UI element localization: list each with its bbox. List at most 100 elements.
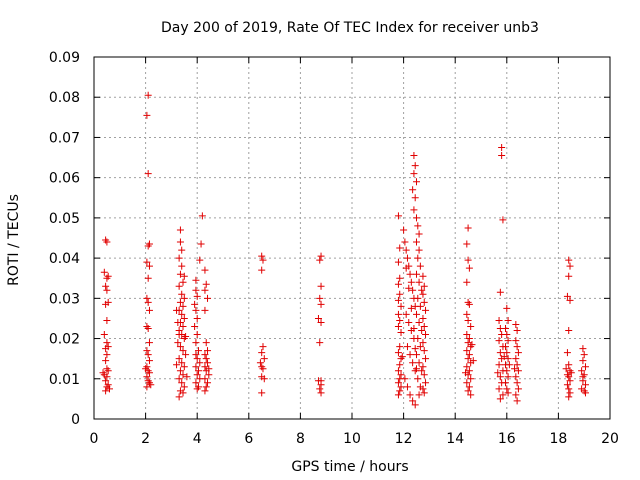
data-point: [495, 361, 503, 369]
data-point: [566, 296, 574, 304]
data-point: [419, 363, 427, 371]
data-point: [513, 379, 521, 387]
data-point: [411, 345, 419, 353]
data-point: [143, 347, 151, 355]
y-axis-label: ROTI / TECUs: [6, 194, 22, 286]
data-point: [182, 351, 190, 359]
data-point: [314, 377, 322, 385]
data-point: [102, 300, 110, 308]
data-point: [317, 282, 325, 290]
data-point: [197, 240, 205, 248]
data-point: [401, 238, 409, 246]
y-tick-label: 0: [71, 412, 80, 428]
y-tick-label: 0.08: [49, 90, 80, 106]
data-point: [422, 331, 430, 339]
data-point: [420, 282, 428, 290]
data-point: [418, 327, 426, 335]
data-point: [495, 385, 503, 393]
data-point: [422, 355, 430, 363]
data-point: [513, 343, 521, 351]
data-point: [258, 389, 266, 397]
data-point: [145, 306, 153, 314]
data-point: [566, 377, 574, 385]
data-point: [495, 316, 503, 324]
data-point: [415, 318, 423, 326]
data-point: [414, 294, 422, 302]
data-point: [314, 314, 322, 322]
data-point: [566, 262, 574, 270]
data-point: [402, 246, 410, 254]
data-point: [260, 355, 268, 363]
data-point: [193, 331, 201, 339]
data-point: [394, 296, 402, 304]
data-point: [500, 353, 508, 361]
data-point: [144, 351, 152, 359]
data-point: [407, 304, 415, 312]
data-point: [143, 294, 151, 302]
data-point: [175, 393, 183, 401]
data-point: [104, 272, 112, 280]
data-point: [102, 345, 110, 353]
data-point: [563, 381, 571, 389]
data-point: [179, 389, 187, 397]
data-point: [496, 373, 504, 381]
data-point: [402, 310, 410, 318]
data-point: [565, 272, 573, 280]
data-point: [178, 310, 186, 318]
data-point: [394, 379, 402, 387]
data-point: [143, 373, 151, 381]
data-point: [409, 286, 417, 294]
data-point: [567, 369, 575, 377]
data-point: [463, 379, 471, 387]
data-point: [178, 359, 186, 367]
data-point: [563, 349, 571, 357]
data-point: [411, 194, 419, 202]
data-point: [194, 367, 202, 375]
x-tick-label: 4: [193, 431, 202, 447]
data-point: [465, 335, 473, 343]
data-point: [463, 278, 471, 286]
data-point: [511, 365, 519, 373]
data-point: [496, 349, 504, 357]
data-point: [103, 238, 111, 246]
data-point: [179, 322, 187, 330]
data-point: [419, 314, 427, 322]
data-point: [317, 252, 325, 260]
data-point: [413, 310, 420, 318]
data-point: [420, 298, 428, 306]
data-point: [204, 294, 212, 302]
data-point: [419, 290, 427, 298]
data-point: [467, 375, 475, 383]
data-point: [205, 365, 213, 373]
data-point: [414, 335, 422, 343]
data-point: [145, 262, 153, 270]
axis-ticks: [93, 56, 611, 420]
data-point: [176, 226, 184, 234]
data-point: [502, 343, 510, 351]
data-point: [579, 345, 587, 353]
y-tick-label: 0.09: [49, 50, 80, 66]
data-point: [258, 349, 266, 357]
data-point: [419, 385, 427, 393]
data-point: [103, 373, 111, 381]
data-point: [144, 242, 152, 250]
data-point: [420, 322, 428, 330]
data-point: [503, 349, 511, 357]
data-point: [504, 389, 512, 397]
y-tick-label: 0.07: [49, 130, 80, 146]
data-point: [465, 264, 473, 272]
data-point: [102, 357, 110, 365]
data-point: [464, 355, 472, 363]
data-point: [201, 266, 209, 274]
data-point: [193, 292, 201, 300]
data-point: [175, 306, 183, 314]
data-point: [394, 322, 402, 330]
x-tick-label: 14: [446, 431, 464, 447]
data-point: [579, 357, 587, 365]
data-point: [465, 383, 473, 391]
data-point: [192, 351, 200, 359]
data-points: [99, 91, 589, 409]
data-point: [565, 327, 573, 335]
data-point: [397, 302, 405, 310]
data-point: [396, 387, 404, 395]
